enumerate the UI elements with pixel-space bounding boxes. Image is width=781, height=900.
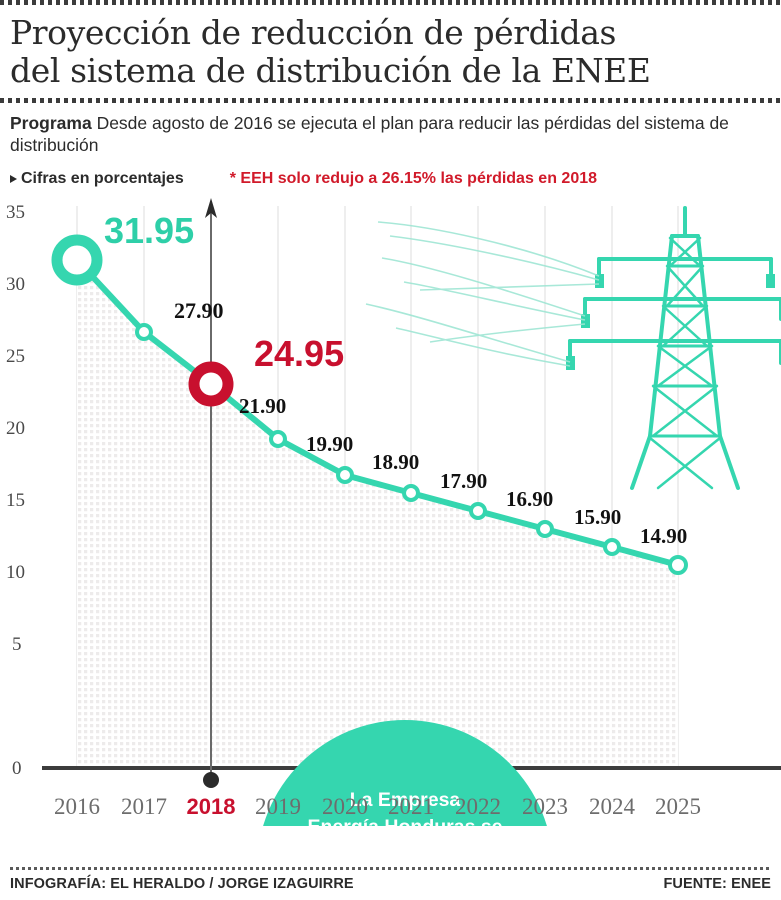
x-tick-2017: 2017 — [121, 794, 167, 819]
x-tick-2021: 2021 — [388, 794, 434, 819]
label-2021: 18.90 — [372, 450, 419, 474]
data-point-2017 — [135, 323, 153, 342]
x-tick-2023: 2023 — [522, 794, 568, 819]
chart-svg: 35 30 25 20 15 10 5 0 — [6, 198, 781, 827]
power-tower-icon — [566, 206, 781, 491]
units-legend-label: Cifras en porcentajes — [21, 170, 184, 188]
label-2025: 14.90 — [640, 524, 687, 548]
units-legend: Cifras en porcentajes — [10, 170, 184, 188]
data-point-2022 — [469, 502, 487, 521]
label-2017: 27.90 — [174, 298, 224, 323]
label-2024: 15.90 — [574, 505, 621, 529]
line-chart: 35 30 25 20 15 10 5 0 — [0, 196, 781, 827]
label-2016-highlight: 31.95 — [104, 210, 194, 251]
red-footnote: * EEH solo redujo a 26.15% las pérdidas … — [229, 170, 598, 188]
top-divider — [0, 0, 781, 5]
data-point-2018-highlight — [188, 361, 234, 407]
subtitle-rest: Desde agosto de 2016 se ejecuta el plan … — [10, 112, 729, 155]
credit-text: INFOGRAFÍA: EL HERALDO / JORGE IZAGUIRRE — [10, 876, 354, 892]
subtitle: Programa Desde agosto de 2016 se ejecuta… — [8, 103, 773, 167]
data-point-2020 — [336, 466, 354, 485]
triangle-bullet-icon — [10, 175, 17, 184]
year-2018-pointer — [203, 198, 219, 789]
source-text: FUENTE: ENEE — [663, 876, 771, 892]
data-point-2023 — [536, 520, 554, 539]
y-axis-labels: 35 30 25 20 15 10 5 0 — [6, 202, 25, 779]
header: Proyección de reducción de pérdidas del … — [0, 5, 781, 98]
subtitle-lead: Programa — [10, 112, 92, 133]
callout-line-1: La Empresa — [350, 789, 461, 811]
title-line-2: del sistema de distribución de la ENEE — [10, 51, 651, 91]
data-point-2016-highlight — [51, 234, 103, 286]
x-tick-2022: 2022 — [455, 794, 501, 819]
label-2019: 21.90 — [239, 394, 286, 418]
svg-text:10: 10 — [6, 562, 25, 583]
svg-text:20: 20 — [6, 418, 25, 439]
callout-text: La Empresa Energía Honduras se compometi… — [307, 789, 502, 826]
label-2022: 17.90 — [440, 469, 487, 493]
svg-text:35: 35 — [6, 202, 25, 223]
x-tick-2024: 2024 — [589, 794, 636, 819]
label-2023: 16.90 — [506, 487, 553, 511]
svg-text:0: 0 — [12, 758, 22, 779]
x-tick-2020: 2020 — [322, 794, 368, 819]
title-line-1: Proyección de reducción de pérdidas — [10, 13, 617, 52]
footer: INFOGRAFÍA: EL HERALDO / JORGE IZAGUIRRE… — [0, 867, 781, 900]
point-value-labels: 27.90 21.90 19.90 18.90 17.90 16.90 15.9… — [174, 298, 687, 548]
title-divider — [0, 97, 781, 103]
svg-text:25: 25 — [6, 346, 25, 367]
data-point-2021 — [402, 484, 420, 503]
x-tick-2025: 2025 — [655, 794, 701, 819]
x-tick-2019: 2019 — [255, 794, 301, 819]
footer-divider — [10, 867, 771, 870]
page-title: Proyección de reducción de pérdidas del … — [8, 5, 773, 98]
callout-bubble — [263, 720, 547, 827]
data-point-2025 — [668, 555, 688, 576]
power-lines-icon — [365, 221, 600, 368]
x-tick-2018: 2018 — [187, 794, 236, 819]
svg-text:30: 30 — [6, 274, 25, 295]
data-points — [135, 323, 688, 576]
data-point-2024 — [603, 538, 621, 557]
svg-text:5: 5 — [12, 634, 22, 655]
legend-row: Cifras en porcentajes * EEH solo redujo … — [0, 166, 781, 196]
svg-text:15: 15 — [6, 490, 25, 511]
data-point-2019 — [269, 430, 287, 449]
callout-line-2: Energía Honduras se — [307, 816, 502, 826]
area-fill — [77, 260, 678, 769]
data-line — [74, 257, 681, 569]
label-2018-highlight: 24.95 — [254, 333, 344, 374]
x-tick-2016: 2016 — [54, 794, 100, 819]
x-axis-labels: 2016 2017 2018 2019 2020 2021 2022 2023 … — [54, 794, 701, 819]
label-2020: 19.90 — [306, 432, 353, 456]
